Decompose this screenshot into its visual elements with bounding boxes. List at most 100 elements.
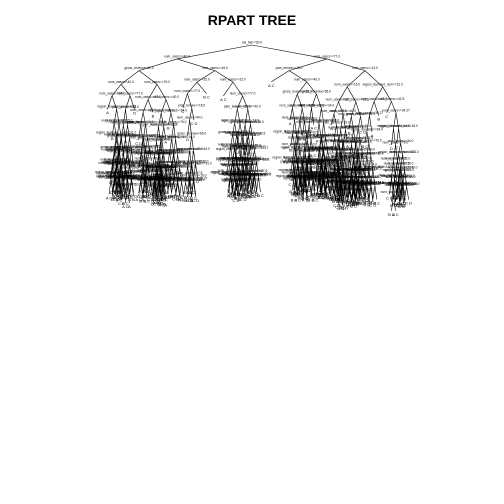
leaf-class-label: B: [364, 202, 367, 207]
tree-edge: [340, 113, 344, 131]
tree-edge: [150, 168, 153, 183]
split-label: region_licensed_num>=31.0: [230, 172, 270, 176]
tree-edge: [336, 124, 339, 138]
leaf-class-label: C D: [290, 190, 297, 195]
split-label: num_users>=13.0: [390, 175, 416, 179]
leaf-class-label: B: [156, 194, 159, 199]
tree-edge: [330, 181, 333, 196]
leaf-class-label: B C: [168, 193, 175, 198]
split-label: region_licensed>=64.0: [98, 174, 130, 178]
leaf-class-label: B C: [114, 189, 121, 194]
split-label: num_users>=34.27: [98, 161, 126, 165]
leaf-class-label: B: [234, 195, 237, 200]
split-label: num_users>=77.0: [175, 89, 201, 93]
split-label: num_users>=87.5: [108, 132, 134, 136]
split-label: num_users>=13.0: [332, 188, 358, 192]
leaf-class-label: D: [120, 171, 123, 176]
tree-edge: [250, 161, 253, 174]
split-label: region_licensed_num<18.0: [97, 105, 136, 109]
leaf-class-label: C D: [335, 205, 342, 210]
leaf-class-label: D: [172, 184, 175, 189]
split-label: num_users>=77.0: [328, 147, 354, 151]
split-label: region_licensed>=64.0: [377, 124, 409, 128]
leaf-class-label: B: [299, 188, 302, 193]
split-label: num_users>=76.0: [311, 172, 337, 176]
split-label: plan_tenure>=15.0: [323, 120, 350, 124]
tree-edge: [355, 183, 359, 197]
leaf-class-label: A C: [237, 191, 244, 196]
split-label: num_users>=40.0: [218, 142, 244, 146]
tree-edge: [242, 177, 245, 192]
leaf-class-label: D: [178, 196, 181, 201]
leaf-class-label: B C: [308, 198, 315, 203]
tree-edge: [234, 134, 237, 150]
tree-edge: [336, 160, 339, 176]
tree-edge: [302, 175, 306, 188]
leaf-class-label: C: [293, 151, 296, 156]
split-label: gross_revenue<65.0: [231, 120, 260, 124]
leaf-class-label: B C: [299, 136, 306, 141]
tree-edge: [351, 155, 355, 173]
tree-edge: [156, 84, 167, 100]
split-label: gross_revenue<65.0: [222, 156, 251, 160]
split-label: num_users>=34.0: [236, 156, 262, 160]
leaf-class-label: C: [116, 193, 119, 198]
leaf-class-label: D: [390, 146, 393, 151]
leaf-class-label: B: [156, 200, 159, 205]
tree-edge: [300, 177, 304, 194]
tree-edge: [168, 113, 172, 125]
leaf-class-label: C D: [154, 200, 161, 205]
tree-edge: [299, 120, 303, 136]
leaf-class-label: C D: [157, 196, 164, 201]
tree-edge: [159, 169, 163, 181]
split-label: plan_tenure>=15.0: [233, 159, 260, 163]
leaf-class-label: B C: [352, 201, 359, 206]
split-label: num_users>=42.5: [325, 180, 351, 184]
leaf-class-label: A C: [155, 189, 162, 194]
tree-edge: [402, 186, 405, 200]
leaf-class-label: A C: [322, 192, 329, 197]
tree-edge: [364, 171, 368, 187]
leaf-class-label: A: [354, 199, 357, 204]
split-label: num_users>=22.0: [285, 131, 311, 135]
tree-edge: [359, 179, 363, 192]
split-label: plan_tenure>=15.0: [380, 181, 407, 185]
tree-edge: [162, 155, 165, 169]
tree-edge: [392, 178, 395, 195]
leaf-class-label: B C: [245, 189, 252, 194]
tree-edge: [138, 124, 142, 141]
tree-edge: [391, 101, 397, 113]
tree-edge: [332, 181, 335, 196]
tree-edge: [304, 120, 307, 136]
leaf-class-label: A C: [396, 202, 403, 207]
split-label: region_licensed_num<18.0: [156, 135, 195, 139]
leaf-class-label: A: [237, 150, 240, 155]
split-label: region_licensed_num>=31.0: [155, 165, 195, 169]
tree-edge: [169, 180, 172, 194]
leaf-class-label: A: [192, 177, 195, 182]
split-label: num_users>=40.0: [107, 149, 133, 153]
tree-edge: [343, 183, 346, 199]
leaf-class-label: C: [170, 169, 173, 174]
tree-edges: [107, 44, 409, 211]
split-label: num_users>=34.0: [326, 164, 352, 168]
leaf-class-label: B: [250, 194, 253, 199]
tree-edge: [321, 175, 324, 188]
leaf-class-label: C D: [162, 195, 169, 200]
leaf-class-label: A: [363, 196, 366, 201]
leaf-class-label: C: [120, 191, 123, 196]
tree-edge: [353, 191, 356, 203]
split-label: num_users>=16.0: [107, 162, 133, 166]
leaf-class-label: C: [162, 190, 165, 195]
split-label: num_users>=40.0: [385, 181, 411, 185]
leaf-class-label: C: [147, 197, 150, 202]
leaf-class-label: B C: [305, 176, 312, 181]
tree-edge: [338, 177, 341, 193]
leaf-class-label: C: [338, 197, 341, 202]
tree-edge: [292, 108, 295, 121]
split-label: num_users>=34.0: [343, 136, 369, 140]
tree-edge: [346, 86, 357, 102]
tree-edge: [304, 175, 308, 188]
split-label: region_licensed_num<18.0: [281, 145, 320, 149]
split-label: gross_revenue<65.0: [218, 130, 247, 134]
